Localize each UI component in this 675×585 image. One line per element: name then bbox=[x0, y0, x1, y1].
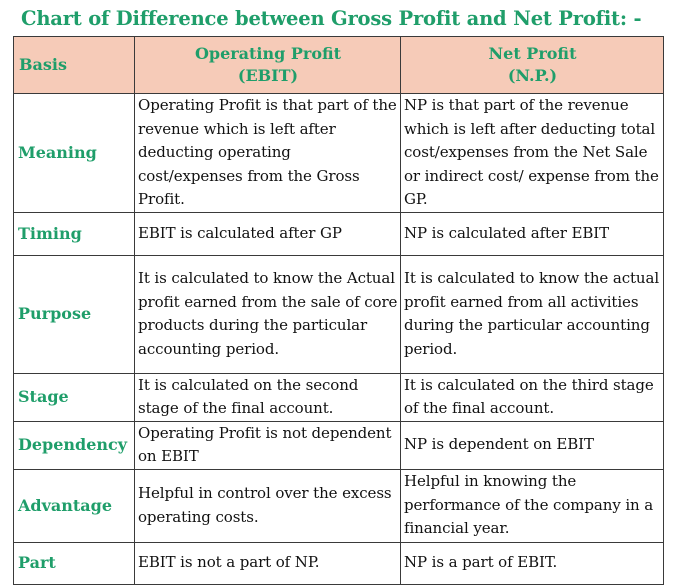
row-net-cell: NP is that part of the revenue which is … bbox=[400, 93, 664, 213]
header-net-profit-line2: (N.P.) bbox=[507, 66, 558, 85]
header-operating-profit-line1: Operating Profit bbox=[194, 44, 342, 63]
row-operating-cell: Helpful in control over the excess opera… bbox=[134, 468, 401, 543]
row-basis-label: Stage bbox=[13, 372, 135, 422]
row-net-cell: NP is a part of EBIT. bbox=[400, 541, 664, 585]
row-basis-label: Purpose bbox=[13, 254, 135, 374]
row-operating-cell: EBIT is not a part of NP. bbox=[134, 541, 401, 585]
table-row: Stage It is calculated on the second sta… bbox=[13, 372, 664, 422]
table-header-row: Basis Operating Profit (EBIT) Net Profit… bbox=[13, 36, 664, 94]
header-operating-profit-line2: (EBIT) bbox=[237, 66, 299, 85]
row-operating-cell: It is calculated to know the Actual prof… bbox=[134, 254, 401, 374]
row-net-cell: It is calculated on the third stage of t… bbox=[400, 372, 664, 422]
table-row: Purpose It is calculated to know the Act… bbox=[13, 254, 664, 374]
row-basis-label: Part bbox=[13, 541, 135, 585]
row-basis-label: Dependency bbox=[13, 420, 135, 470]
row-basis-label: Meaning bbox=[13, 93, 135, 213]
row-operating-cell: EBIT is calculated after GP bbox=[134, 211, 401, 256]
header-basis: Basis bbox=[13, 36, 135, 94]
table-row: Dependency Operating Profit is not depen… bbox=[13, 420, 664, 470]
row-net-cell: It is calculated to know the actual prof… bbox=[400, 254, 664, 374]
row-basis-label: Advantage bbox=[13, 468, 135, 543]
row-operating-cell: Operating Profit is not dependent on EBI… bbox=[134, 420, 401, 470]
row-net-cell: Helpful in knowing the performance of th… bbox=[400, 468, 664, 543]
table-row: Meaning Operating Profit is that part of… bbox=[13, 93, 664, 213]
chart-title: Chart of Difference between Gross Profit… bbox=[21, 7, 642, 30]
row-operating-cell: It is calculated on the second stage of … bbox=[134, 372, 401, 422]
header-operating-profit: Operating Profit (EBIT) bbox=[134, 36, 401, 94]
row-operating-cell: Operating Profit is that part of the rev… bbox=[134, 93, 401, 213]
header-net-profit-line1: Net Profit bbox=[488, 44, 577, 63]
row-net-cell: NP is calculated after EBIT bbox=[400, 211, 664, 256]
comparison-table: Basis Operating Profit (EBIT) Net Profit… bbox=[13, 36, 664, 585]
row-basis-label: Timing bbox=[13, 211, 135, 256]
table-row: Part EBIT is not a part of NP. NP is a p… bbox=[13, 541, 664, 585]
row-net-cell: NP is dependent on EBIT bbox=[400, 420, 664, 470]
header-net-profit: Net Profit (N.P.) bbox=[400, 36, 664, 94]
table-row: Timing EBIT is calculated after GP NP is… bbox=[13, 211, 664, 256]
table-row: Advantage Helpful in control over the ex… bbox=[13, 468, 664, 543]
